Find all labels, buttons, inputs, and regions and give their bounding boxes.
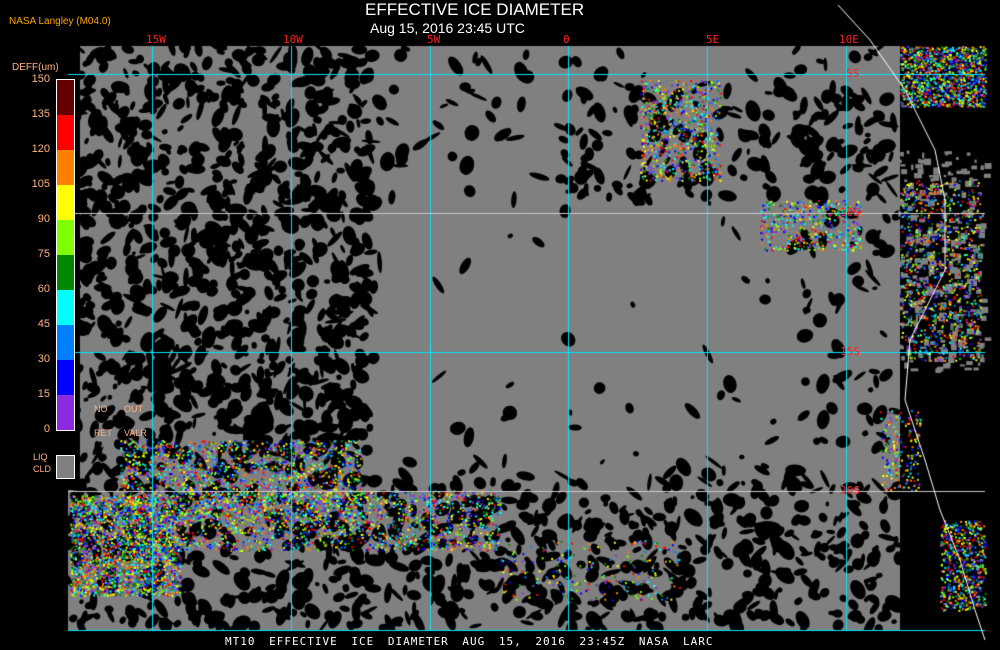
color-scale-segment [57, 360, 74, 395]
color-scale-segment [57, 325, 74, 360]
legend-tick-label: 45 [37, 318, 50, 330]
valr-label: VALR [124, 428, 147, 438]
color-scale-segment [57, 80, 74, 115]
color-scale-segment [57, 150, 74, 185]
legend-tick-label: 150 [31, 73, 50, 85]
color-scale-segment [57, 290, 74, 325]
provider-label: NASA Langley (M04.0) [9, 16, 111, 27]
ret-label: RET [94, 428, 112, 438]
lat-label-15s: 15S [840, 345, 860, 358]
lon-label-10w: 10W [283, 33, 303, 46]
lon-label-10e: 10E [839, 33, 859, 46]
color-scale-segment [57, 115, 74, 150]
liquid-cloud-swatch [56, 455, 75, 479]
lon-label-0: 0 [563, 33, 570, 46]
color-scale-segment [57, 185, 74, 220]
legend-tick-label: 60 [37, 283, 50, 295]
legend-tick-label: 15 [37, 388, 50, 400]
legend-tick-label: 105 [31, 178, 50, 190]
legend-tick-label: 75 [37, 248, 50, 260]
lon-label-15w: 15W [146, 33, 166, 46]
lat-label-5s: 5S [846, 67, 860, 80]
footer-caption: MT10 EFFECTIVE ICE DIAMETER AUG 15, 2016… [225, 635, 714, 648]
liq-label: LIQ [33, 452, 48, 462]
legend-tick-label: 120 [31, 143, 50, 155]
legend-tick-label: 30 [37, 353, 50, 365]
legend-tick-label: 90 [37, 213, 50, 225]
color-scale-segment [57, 220, 74, 255]
color-scale-bar [56, 79, 75, 431]
legend-title: DEFF(um) [12, 62, 59, 73]
out-label: OUT [124, 404, 143, 414]
color-scale-segment [57, 395, 74, 430]
map-datetime: Aug 15, 2016 23:45 UTC [370, 20, 525, 36]
cld-label: CLD [33, 464, 52, 474]
lon-label-5w: 5W [427, 33, 441, 46]
legend-tick-label: 0 [43, 423, 50, 435]
legend-tick-label: 135 [31, 108, 50, 120]
lat-label-10s: 10S [840, 206, 860, 219]
lat-label-20s: 20S [840, 484, 860, 497]
map-title: EFFECTIVE ICE DIAMETER [365, 0, 585, 19]
color-scale-segment [57, 255, 74, 290]
no-label: NO [94, 404, 108, 414]
lon-label-5e: 5E [706, 33, 720, 46]
